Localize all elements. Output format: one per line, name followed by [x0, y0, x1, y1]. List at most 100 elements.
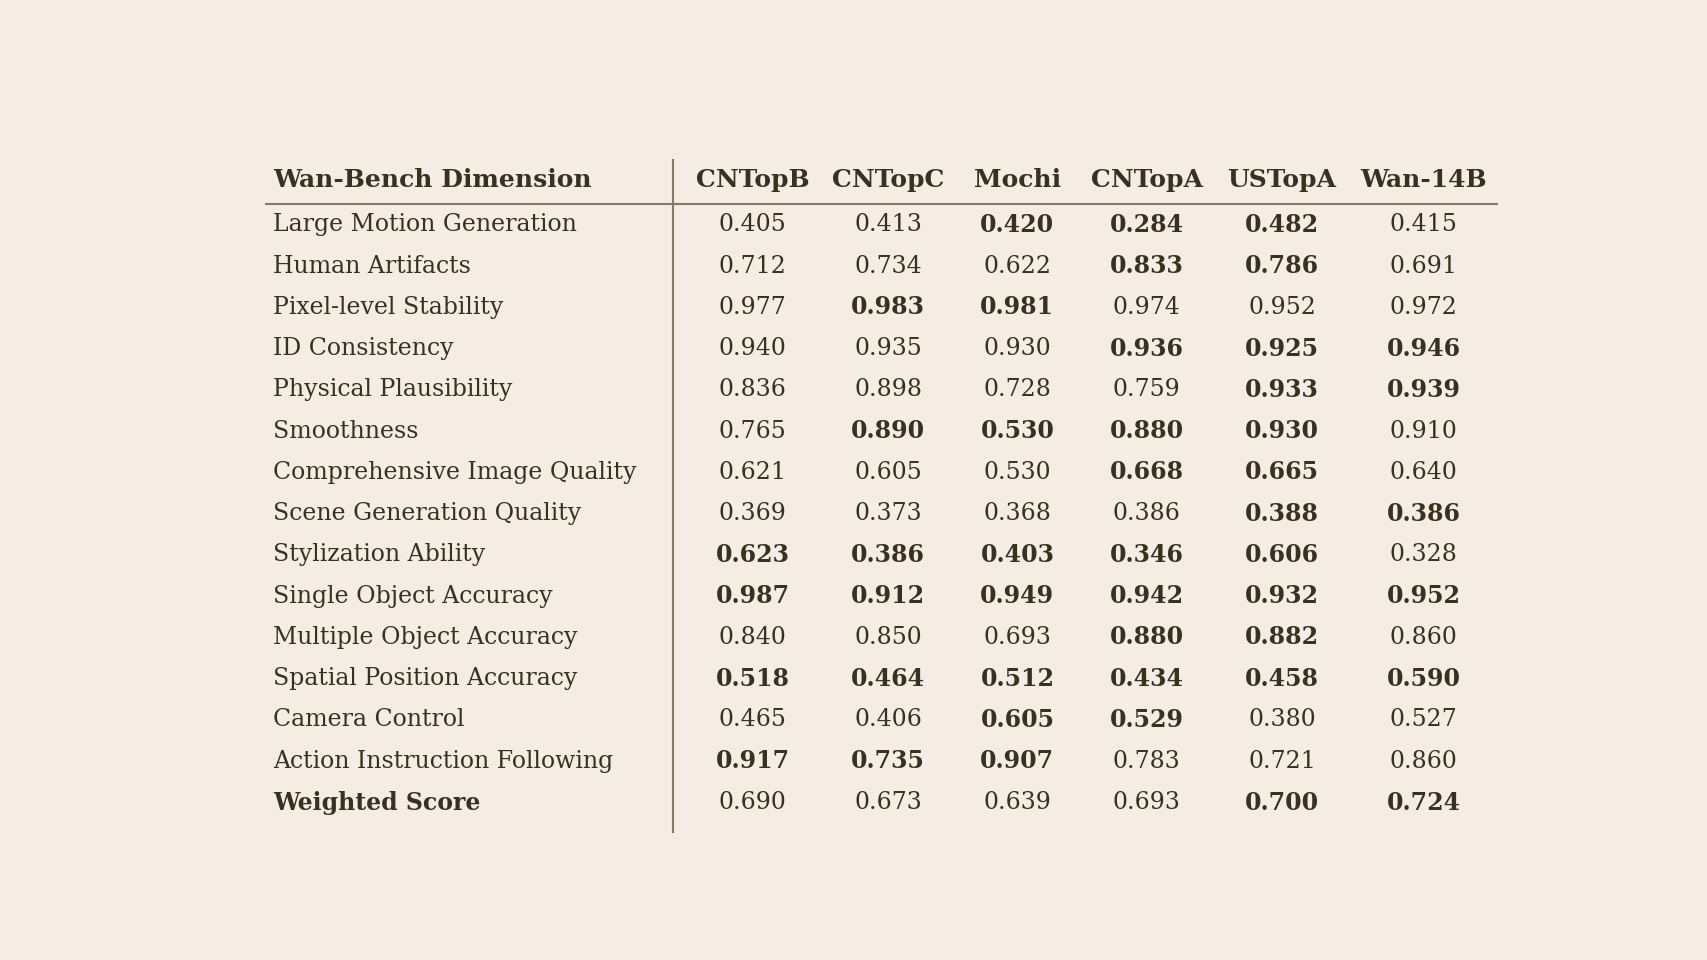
Text: 0.949: 0.949: [980, 585, 1053, 609]
Text: 0.952: 0.952: [1248, 296, 1314, 319]
Text: 0.880: 0.880: [1110, 420, 1183, 444]
Text: Scene Generation Quality: Scene Generation Quality: [273, 502, 580, 525]
Text: 0.917: 0.917: [715, 749, 789, 773]
Text: 0.530: 0.530: [980, 420, 1053, 444]
Text: 0.464: 0.464: [850, 666, 925, 690]
Text: 0.939: 0.939: [1386, 378, 1459, 402]
Text: 0.700: 0.700: [1244, 790, 1318, 814]
Text: 0.605: 0.605: [854, 461, 922, 484]
Text: Physical Plausibility: Physical Plausibility: [273, 378, 512, 401]
Text: 0.860: 0.860: [1389, 750, 1456, 773]
Text: Action Instruction Following: Action Instruction Following: [273, 750, 613, 773]
Text: 0.728: 0.728: [983, 378, 1052, 401]
Text: 0.420: 0.420: [980, 213, 1053, 237]
Text: 0.406: 0.406: [854, 708, 922, 732]
Text: 0.346: 0.346: [1110, 543, 1183, 567]
Text: 0.458: 0.458: [1244, 666, 1318, 690]
Text: Smoothness: Smoothness: [273, 420, 418, 443]
Text: Pixel-level Stability: Pixel-level Stability: [273, 296, 504, 319]
Text: Large Motion Generation: Large Motion Generation: [273, 213, 577, 236]
Text: 0.529: 0.529: [1110, 708, 1183, 732]
Text: 0.691: 0.691: [1389, 254, 1456, 277]
Text: 0.284: 0.284: [1110, 213, 1183, 237]
Text: 0.765: 0.765: [719, 420, 787, 443]
Text: 0.977: 0.977: [719, 296, 787, 319]
Text: 0.386: 0.386: [850, 543, 925, 567]
Text: 0.930: 0.930: [983, 337, 1050, 360]
Text: 0.759: 0.759: [1113, 378, 1180, 401]
Text: 0.693: 0.693: [983, 626, 1052, 649]
Text: 0.912: 0.912: [850, 585, 925, 609]
Text: 0.786: 0.786: [1244, 254, 1318, 278]
Text: Camera Control: Camera Control: [273, 708, 464, 732]
Text: 0.833: 0.833: [1110, 254, 1183, 278]
Text: 0.639: 0.639: [983, 791, 1052, 814]
Text: 0.606: 0.606: [1244, 543, 1318, 567]
Text: 0.673: 0.673: [854, 791, 922, 814]
Text: 0.952: 0.952: [1386, 585, 1459, 609]
Text: 0.724: 0.724: [1386, 790, 1459, 814]
Text: Wan-14B: Wan-14B: [1359, 168, 1487, 192]
Text: 0.987: 0.987: [715, 585, 789, 609]
Text: CNTopB: CNTopB: [695, 168, 809, 192]
Text: 0.910: 0.910: [1389, 420, 1456, 443]
Text: 0.783: 0.783: [1113, 750, 1180, 773]
Text: 0.940: 0.940: [719, 337, 787, 360]
Text: USTopA: USTopA: [1227, 168, 1337, 192]
Text: 0.465: 0.465: [719, 708, 787, 732]
Text: Mochi: Mochi: [973, 168, 1060, 192]
Text: 0.386: 0.386: [1386, 502, 1459, 526]
Text: 0.882: 0.882: [1244, 625, 1318, 649]
Text: 0.983: 0.983: [850, 296, 925, 320]
Text: 0.981: 0.981: [980, 296, 1053, 320]
Text: 0.512: 0.512: [980, 666, 1053, 690]
Text: Human Artifacts: Human Artifacts: [273, 254, 471, 277]
Text: 0.530: 0.530: [983, 461, 1050, 484]
Text: ID Consistency: ID Consistency: [273, 337, 454, 360]
Text: 0.936: 0.936: [1110, 337, 1183, 361]
Text: 0.946: 0.946: [1386, 337, 1459, 361]
Text: 0.935: 0.935: [854, 337, 922, 360]
Text: 0.413: 0.413: [854, 213, 922, 236]
Text: 0.640: 0.640: [1389, 461, 1456, 484]
Text: Stylization Ability: Stylization Ability: [273, 543, 485, 566]
Text: 0.712: 0.712: [719, 254, 787, 277]
Text: 0.840: 0.840: [719, 626, 787, 649]
Text: 0.933: 0.933: [1244, 378, 1318, 402]
Text: 0.369: 0.369: [719, 502, 787, 525]
Text: 0.373: 0.373: [854, 502, 922, 525]
Text: 0.942: 0.942: [1110, 585, 1183, 609]
Text: 0.721: 0.721: [1248, 750, 1314, 773]
Text: 0.388: 0.388: [1244, 502, 1318, 526]
Text: Multiple Object Accuracy: Multiple Object Accuracy: [273, 626, 577, 649]
Text: 0.380: 0.380: [1248, 708, 1314, 732]
Text: 0.734: 0.734: [854, 254, 922, 277]
Text: 0.386: 0.386: [1111, 502, 1180, 525]
Text: 0.518: 0.518: [715, 666, 789, 690]
Text: 0.368: 0.368: [983, 502, 1052, 525]
Text: Spatial Position Accuracy: Spatial Position Accuracy: [273, 667, 577, 690]
Text: Comprehensive Image Quality: Comprehensive Image Quality: [273, 461, 637, 484]
Text: CNTopA: CNTopA: [1091, 168, 1202, 192]
Text: 0.890: 0.890: [850, 420, 925, 444]
Text: 0.932: 0.932: [1244, 585, 1318, 609]
Text: 0.850: 0.850: [854, 626, 922, 649]
Text: 0.690: 0.690: [719, 791, 787, 814]
Text: 0.415: 0.415: [1389, 213, 1456, 236]
Text: 0.972: 0.972: [1389, 296, 1456, 319]
Text: 0.735: 0.735: [850, 749, 925, 773]
Text: 0.880: 0.880: [1110, 625, 1183, 649]
Text: 0.403: 0.403: [980, 543, 1053, 567]
Text: 0.898: 0.898: [854, 378, 922, 401]
Text: 0.590: 0.590: [1386, 666, 1459, 690]
Text: 0.482: 0.482: [1244, 213, 1318, 237]
Text: 0.405: 0.405: [719, 213, 787, 236]
Text: 0.930: 0.930: [1244, 420, 1318, 444]
Text: 0.925: 0.925: [1244, 337, 1318, 361]
Text: 0.693: 0.693: [1111, 791, 1180, 814]
Text: 0.668: 0.668: [1110, 461, 1183, 485]
Text: 0.605: 0.605: [980, 708, 1053, 732]
Text: 0.622: 0.622: [983, 254, 1052, 277]
Text: 0.974: 0.974: [1111, 296, 1180, 319]
Text: Single Object Accuracy: Single Object Accuracy: [273, 585, 553, 608]
